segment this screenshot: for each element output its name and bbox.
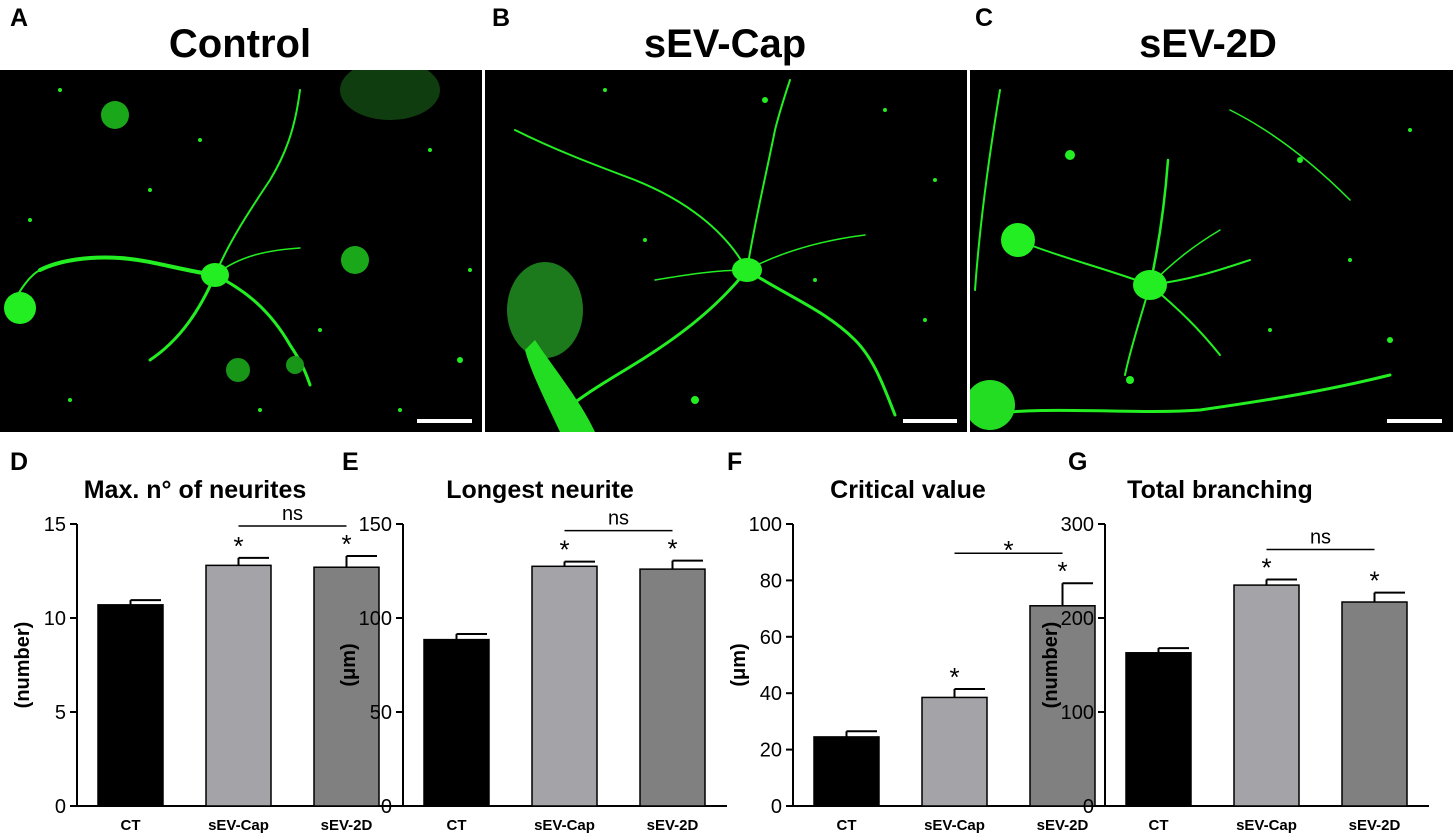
y-tick-label-3-1: 100 xyxy=(1061,702,1094,724)
y-tick-label-0-0: 0 xyxy=(55,796,66,818)
y-tick-label-2-5: 100 xyxy=(749,514,782,536)
y-tick-label-2-2: 40 xyxy=(760,683,782,705)
x-tick-label-2-1: sEV-Cap xyxy=(924,817,985,834)
comparison-label-1-0: ns xyxy=(608,508,629,530)
chart-ylabel-3: (number) xyxy=(1040,622,1062,709)
panel-letter-a: A xyxy=(10,4,29,32)
y-tick-label-2-0: 0 xyxy=(771,796,782,818)
x-tick-label-1-0: CT xyxy=(447,817,467,834)
y-tick-label-1-1: 50 xyxy=(370,702,392,724)
significance-star-3-2: * xyxy=(1369,566,1379,596)
bar-1-0 xyxy=(423,638,490,807)
bar-2-2 xyxy=(1029,605,1096,807)
significance-star-0-1: * xyxy=(233,531,243,561)
bar-2-0 xyxy=(813,736,880,807)
x-tick-label-0-0: CT xyxy=(121,817,141,834)
chart-ylabel-2: (μm) xyxy=(728,643,750,686)
y-tick-label-1-0: 0 xyxy=(381,796,392,818)
chart-ylabel-0: (number) xyxy=(12,622,34,709)
bar-0-0 xyxy=(97,604,164,807)
x-tick-label-1-2: sEV-2D xyxy=(647,817,699,834)
y-tick-label-2-4: 80 xyxy=(760,570,782,592)
y-tick-label-0-1: 5 xyxy=(55,702,66,724)
chart-ylabel-1: (μm) xyxy=(338,643,360,686)
y-tick-label-0-2: 10 xyxy=(44,608,66,630)
bar-2-1 xyxy=(921,696,988,807)
chart-letter-f: F xyxy=(727,448,742,476)
chart-title-0: Max. n° of neurites xyxy=(84,476,307,504)
y-tick-label-3-3: 300 xyxy=(1061,514,1094,536)
bar-charts: D Max. n° of neurites (number) 0 5 10 15 CT sEV-… xyxy=(10,448,1429,834)
bar-1-2 xyxy=(639,568,706,807)
significance-star-3-1: * xyxy=(1261,552,1271,582)
panel-letter-c: C xyxy=(975,4,994,32)
comparison-label-2-0: * xyxy=(1003,535,1013,565)
bar-0-1 xyxy=(205,564,272,807)
bar-3-0 xyxy=(1125,652,1192,807)
x-tick-label-1-1: sEV-Cap xyxy=(534,817,595,834)
y-tick-label-1-2: 100 xyxy=(359,608,392,630)
x-tick-label-0-1: sEV-Cap xyxy=(208,817,269,834)
significance-star-1-2: * xyxy=(667,534,677,564)
chart-letter-g: G xyxy=(1068,448,1087,476)
x-tick-label-3-1: sEV-Cap xyxy=(1236,817,1297,834)
y-tick-label-3-0: 0 xyxy=(1083,796,1094,818)
x-tick-label-3-0: CT xyxy=(1149,817,1169,834)
micrograph-sev-2d xyxy=(970,70,1453,432)
chart-title-3: Total branching xyxy=(1127,476,1313,504)
significance-star-2-1: * xyxy=(949,662,959,692)
chart-letter-e: E xyxy=(342,448,359,476)
micrograph-title-sev-cap: sEV-Cap xyxy=(643,22,807,66)
x-tick-label-2-0: CT xyxy=(837,817,857,834)
y-tick-label-2-3: 60 xyxy=(760,627,782,649)
bar-1-1 xyxy=(531,565,598,807)
y-tick-label-0-3: 15 xyxy=(44,514,66,536)
micrograph-sev-cap xyxy=(485,70,967,432)
comparison-label-0-0: ns xyxy=(282,503,303,525)
bar-3-2 xyxy=(1341,601,1408,807)
significance-star-0-2: * xyxy=(341,529,351,559)
x-tick-label-0-2: sEV-2D xyxy=(321,817,373,834)
comparison-label-3-0: ns xyxy=(1310,526,1331,548)
x-tick-label-3-2: sEV-2D xyxy=(1349,817,1401,834)
bar-3-1 xyxy=(1233,584,1300,807)
micrograph-title-sev-2d: sEV-2D xyxy=(1139,22,1277,66)
chart-title-1: Longest neurite xyxy=(446,476,634,504)
x-tick-label-2-2: sEV-2D xyxy=(1037,817,1089,834)
significance-star-1-1: * xyxy=(559,535,569,565)
micrograph-control xyxy=(0,70,482,432)
micrograph-title-control: Control xyxy=(168,22,312,66)
chart-letter-d: D xyxy=(10,448,28,476)
y-tick-label-1-3: 150 xyxy=(359,514,392,536)
y-tick-label-3-2: 200 xyxy=(1061,608,1094,630)
chart-title-2: Critical value xyxy=(830,476,986,504)
panel-letter-b: B xyxy=(492,4,511,32)
y-tick-label-2-1: 20 xyxy=(760,740,782,762)
significance-star-2-2: * xyxy=(1057,556,1067,586)
